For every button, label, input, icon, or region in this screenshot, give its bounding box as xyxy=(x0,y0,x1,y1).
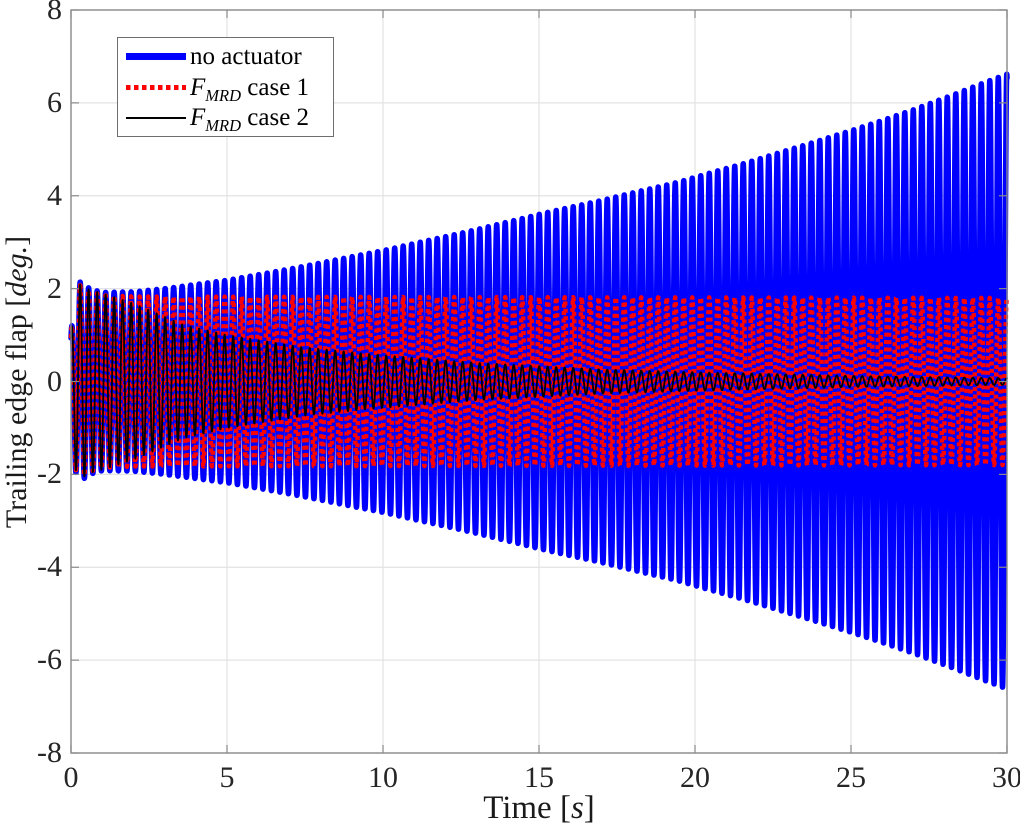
y-tick-label: 4 xyxy=(47,178,62,212)
legend-label-fmrd-case-1: FMRD case 1 xyxy=(190,73,310,104)
x-tick-label: 25 xyxy=(836,761,866,794)
legend-label-sub-1: MRD xyxy=(205,85,242,105)
legend-label-f-2: F xyxy=(190,104,206,131)
y-tick-label: 0 xyxy=(47,364,62,398)
y-tick-label: 2 xyxy=(47,271,62,305)
legend: no actuator FMRD case 1 FMRD case 2 xyxy=(117,37,334,137)
x-tick-label: 20 xyxy=(680,761,710,794)
y-tick-label: -2 xyxy=(37,457,62,491)
legend-swatch-blue-thick-line xyxy=(126,53,186,60)
legend-label-sub-2: MRD xyxy=(205,116,242,135)
x-tick-label: 0 xyxy=(63,761,79,794)
y-axis-label-close: ] xyxy=(0,235,33,246)
legend-swatch-red-dotted-line xyxy=(126,84,186,90)
x-tick-label: 30 xyxy=(992,761,1020,794)
y-axis-label-unit: deg. xyxy=(0,245,33,297)
x-tick-label: 10 xyxy=(368,761,398,794)
x-axis-label-text: Time [ xyxy=(483,790,571,826)
legend-label-rest-2: case 2 xyxy=(241,104,310,131)
y-tick-label: -4 xyxy=(37,550,62,584)
legend-label-f-1: F xyxy=(190,73,206,101)
x-tick-label: 5 xyxy=(219,761,235,794)
series-fmrd-case-2 xyxy=(70,283,1008,478)
legend-label-fmrd-case-2: FMRD case 2 xyxy=(190,104,310,134)
legend-item-no-actuator: no actuator xyxy=(126,42,329,72)
y-tick-label: 8 xyxy=(47,0,62,26)
y-tick-label: -6 xyxy=(37,642,62,676)
legend-swatch-black-thin-line xyxy=(126,116,186,119)
legend-label-rest-1: case 1 xyxy=(241,73,310,101)
x-axis-label-unit: s xyxy=(570,790,584,826)
legend-item-fmrd-case-1: FMRD case 1 xyxy=(126,72,329,104)
legend-label-no-actuator: no actuator xyxy=(190,44,302,69)
x-tick-label: 15 xyxy=(524,761,554,794)
y-axis-label: Trailing edge flap [deg.] xyxy=(0,236,34,528)
legend-label-rest-0: no actuator xyxy=(190,43,302,70)
y-axis-label-text: Trailing edge flap [ xyxy=(0,296,33,529)
y-tick-label: -8 xyxy=(37,735,62,769)
x-axis-label: Time [s] xyxy=(483,790,595,827)
x-axis-label-close: ] xyxy=(583,790,595,826)
legend-item-fmrd-case-2: FMRD case 2 xyxy=(126,103,329,134)
y-tick-label: 6 xyxy=(47,85,62,119)
